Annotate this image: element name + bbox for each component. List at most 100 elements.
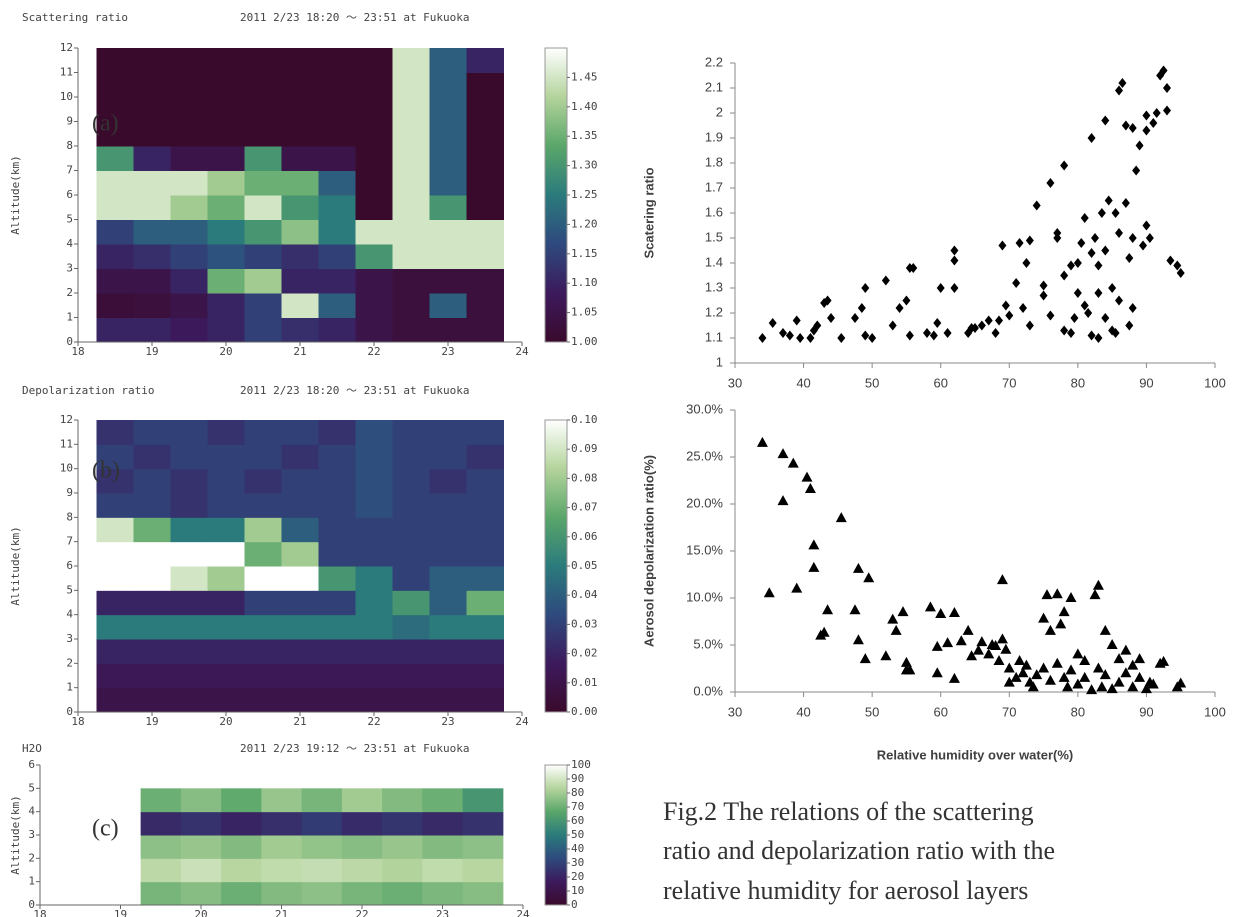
y-tick-label: 4 — [66, 237, 73, 250]
chart-title: H2O — [22, 742, 42, 755]
heatmap-cell — [429, 420, 467, 445]
heatmap-cell — [429, 244, 467, 269]
heatmap-cell — [207, 493, 245, 518]
heatmap-cell — [207, 590, 245, 616]
heatmap-cell — [392, 687, 430, 713]
heatmap-cell — [392, 317, 430, 343]
x-tick-label: 30 — [728, 704, 742, 719]
colorbar-tick-label: 60 — [571, 814, 584, 827]
heatmap-cell — [96, 590, 134, 616]
heatmap-cell — [207, 72, 245, 98]
colorbar-tick-label: 0.10 — [571, 413, 598, 426]
scatter-point — [1067, 328, 1075, 338]
heatmap-cell — [392, 195, 430, 220]
heatmap-cell — [244, 244, 282, 269]
heatmap-cell — [341, 858, 383, 883]
heatmap-cell — [318, 121, 356, 147]
scatter-point — [1044, 624, 1056, 635]
scatter-point — [1097, 208, 1106, 218]
scatter-point — [808, 539, 820, 550]
scatter-point — [1032, 200, 1041, 211]
y-tick-label: 25.0% — [686, 448, 723, 463]
heatmap-cell — [170, 468, 208, 494]
heatmap-cell — [429, 541, 467, 567]
heatmap-cell — [281, 639, 319, 664]
heatmap-cell — [170, 170, 208, 196]
x-tick-label: 20 — [219, 715, 232, 728]
scatter-point — [1039, 290, 1048, 301]
heatmap-cell — [221, 835, 262, 859]
y-tick-label: 15.0% — [686, 542, 723, 557]
heatmap-cell — [392, 420, 430, 445]
scatter-point — [924, 601, 936, 612]
y-tick-label: 2 — [66, 286, 73, 299]
heatmap-cell — [140, 788, 182, 813]
x-tick-label: 19 — [114, 908, 127, 917]
heatmap-cell — [96, 97, 134, 122]
heatmap-cell — [96, 72, 134, 98]
heatmap-cell — [301, 835, 343, 859]
scatter-point — [796, 333, 805, 343]
scatter-point — [904, 664, 916, 675]
heatmap-cell — [392, 121, 430, 147]
scatter-point — [1140, 683, 1152, 694]
heatmap-cell — [466, 468, 504, 494]
heatmap-cell — [355, 97, 393, 122]
scatter-point — [998, 240, 1007, 251]
colorbar-tick-label: 0 — [571, 898, 578, 911]
heatmap-cell — [355, 639, 393, 664]
scatter-point — [1128, 303, 1137, 313]
scatter-point — [1070, 313, 1079, 323]
heatmap-cell — [466, 614, 504, 640]
scatter-point — [1106, 639, 1118, 649]
y-tick-label: 1.5 — [705, 229, 723, 244]
heatmap-cell — [281, 268, 319, 294]
heatmap-cell — [170, 97, 208, 122]
chart-title: Scattering ratio — [22, 11, 128, 24]
scatter-point — [758, 333, 767, 343]
colorbar-tick-label: 1.30 — [571, 159, 598, 172]
colorbar-tick-label: 90 — [571, 772, 584, 785]
scatter-point — [1025, 320, 1034, 331]
heatmap-cell — [281, 146, 319, 171]
heatmap-cell — [429, 317, 467, 343]
scatter-point — [1012, 278, 1021, 288]
heatmap-cell — [462, 858, 504, 883]
scatter-point — [1015, 238, 1024, 248]
heatmap-cell — [244, 468, 282, 494]
scatter-point — [1145, 233, 1154, 243]
x-tick-label: 24 — [516, 908, 530, 917]
scatter-point — [902, 295, 911, 306]
y-tick-label: 3 — [28, 828, 35, 841]
heatmap-cell — [318, 293, 356, 318]
colorbar-tick-label: 0.03 — [571, 617, 598, 630]
heatmap-cell — [180, 881, 222, 906]
scatter-point — [1113, 676, 1125, 687]
heatmap-cell — [170, 541, 208, 567]
scatter-point — [1134, 653, 1146, 664]
heatmap-cell — [429, 97, 467, 122]
colorbar-tick-label: 1.20 — [571, 217, 598, 230]
y-tick-label: 8 — [66, 510, 73, 523]
scatter-point — [948, 672, 960, 683]
scatter-point — [1060, 325, 1069, 336]
x-tick-label: 80 — [1071, 704, 1085, 719]
scatter-point — [1120, 644, 1132, 655]
heatmap-cell — [281, 121, 319, 147]
colorbar-tick-label: 100 — [571, 758, 591, 771]
heatmap-cell — [244, 72, 282, 98]
scatter-point — [1027, 681, 1039, 692]
colorbar-tick-label: 40 — [571, 842, 584, 855]
heatmap-cell — [466, 293, 504, 318]
colorbar-tick-label: 1.10 — [571, 276, 598, 289]
scatter-point — [1132, 165, 1141, 176]
heatmap-cell — [429, 614, 467, 640]
heatmap-cell — [318, 687, 356, 713]
y-tick-label: 3 — [66, 632, 73, 645]
colorbar-tick-label: 50 — [571, 828, 584, 841]
heatmap-cell — [355, 517, 393, 543]
heatmap-cell — [392, 493, 430, 518]
heatmap-cell — [466, 48, 504, 73]
scatter-point — [1125, 320, 1134, 331]
heatmap-cell — [170, 268, 208, 294]
